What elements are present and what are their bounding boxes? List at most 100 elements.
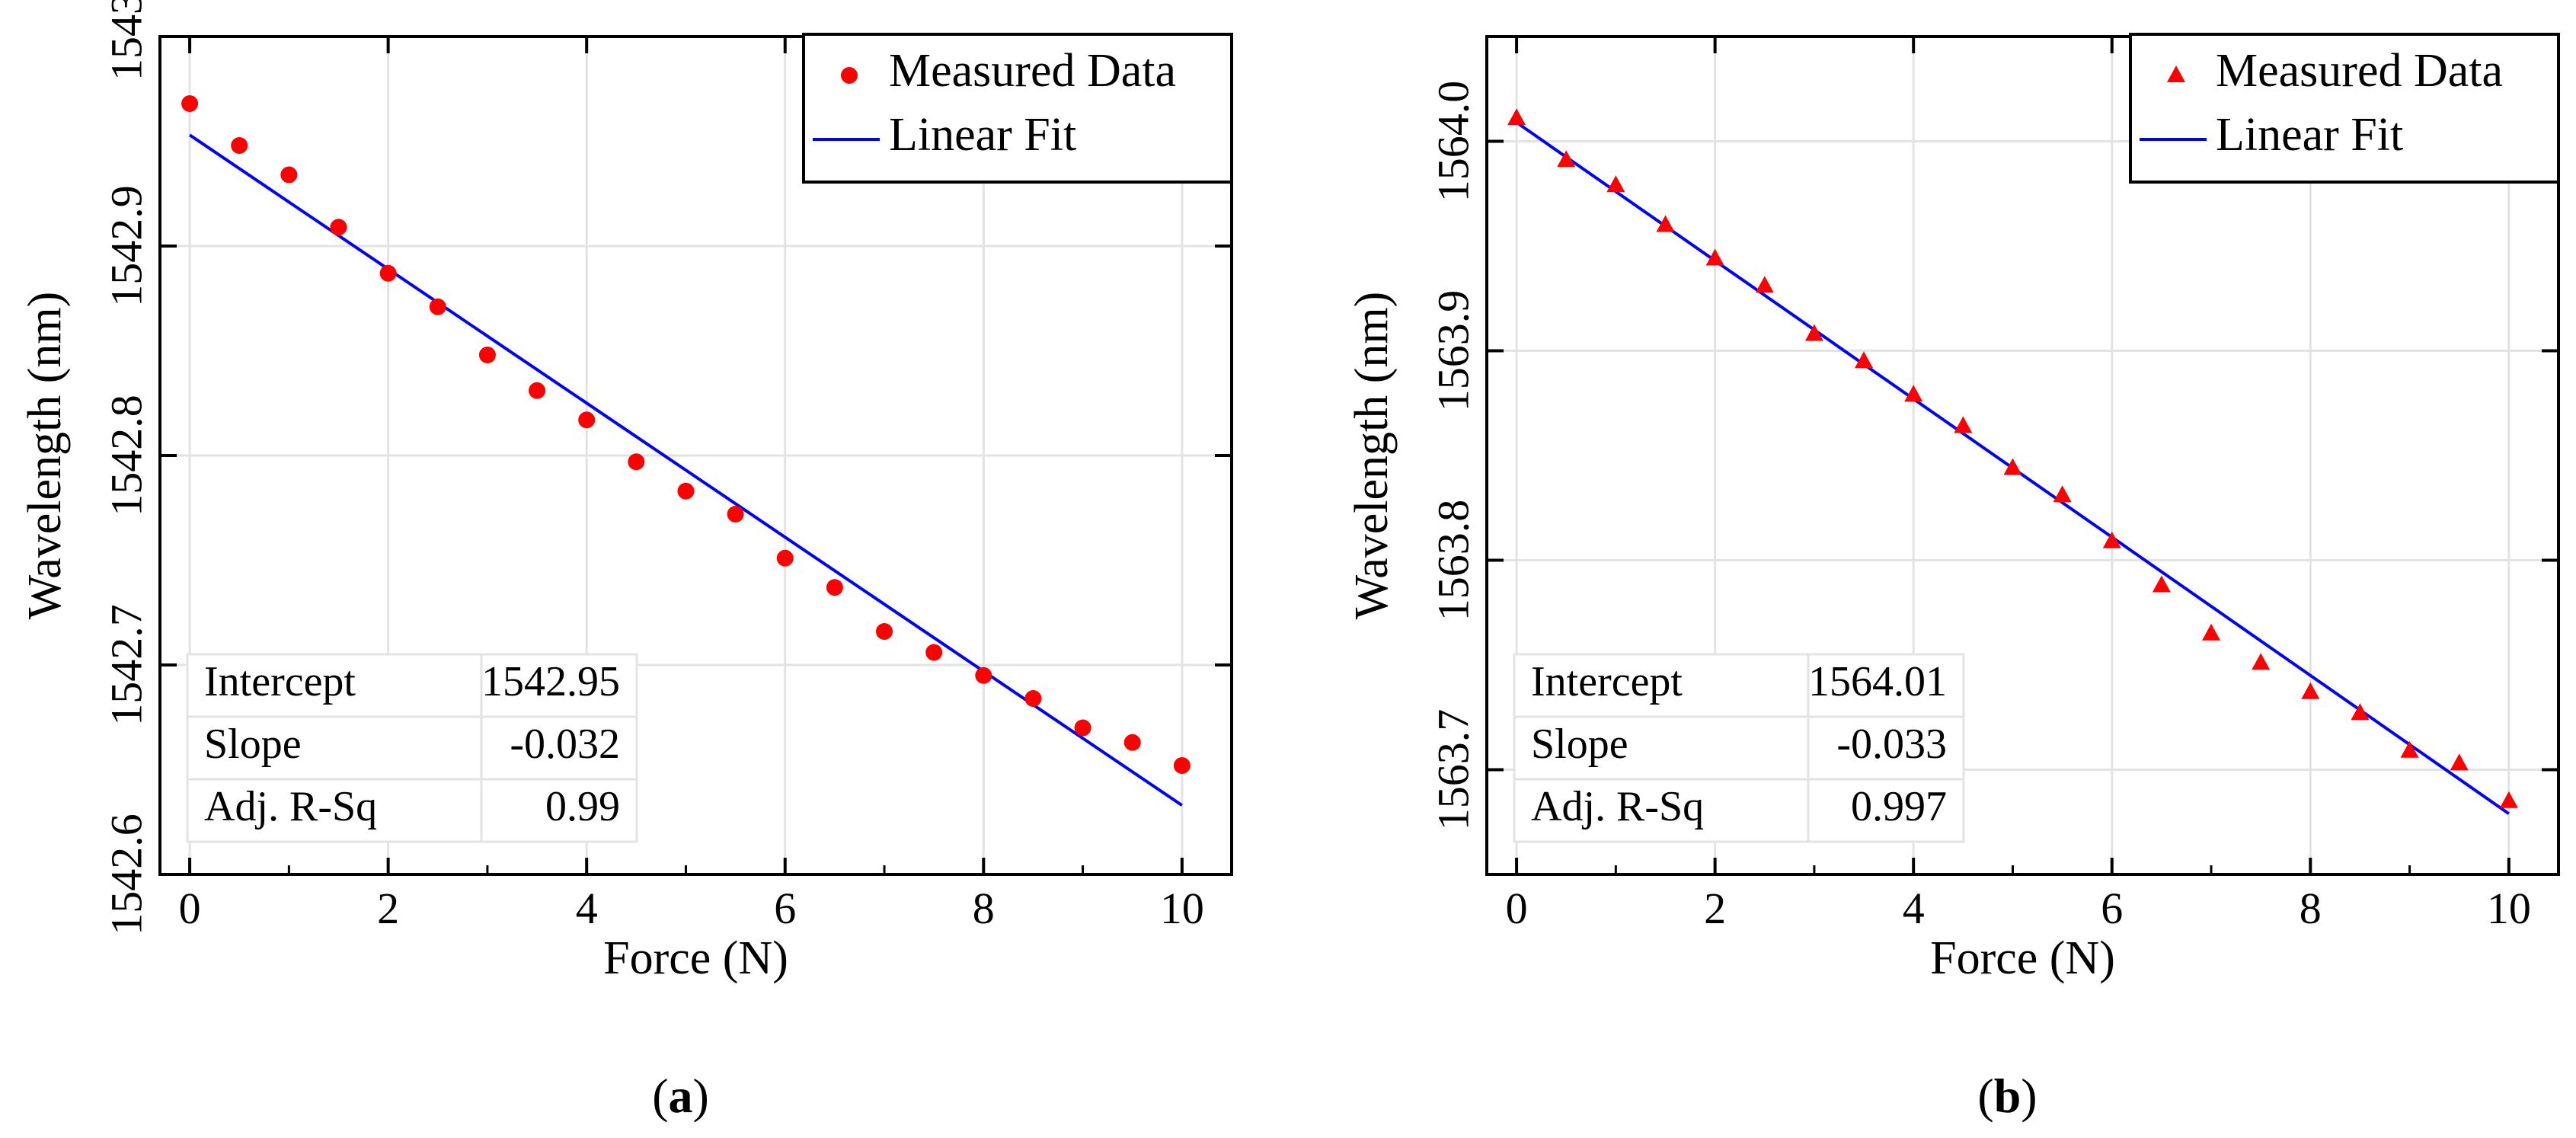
x-tick-label: 10 — [1160, 884, 1204, 933]
legend-box — [2129, 33, 2560, 184]
data-point — [379, 264, 397, 282]
x-tick-label: 2 — [1704, 884, 1726, 933]
data-point — [1954, 416, 1973, 433]
data-point — [181, 95, 199, 112]
fit-table-value: -0.032 — [510, 721, 620, 768]
data-point — [677, 482, 695, 500]
legend: Measured Data Linear Fit — [2129, 33, 2560, 184]
x-axis-title: Force (N) — [1930, 932, 2115, 984]
data-point — [2252, 653, 2271, 670]
x-tick-label: 6 — [774, 884, 796, 933]
data-point — [1074, 719, 1091, 737]
x-tick-label: 4 — [576, 884, 598, 933]
data-point — [578, 411, 596, 429]
fit-table-label: Adj. R-Sq — [1531, 783, 1704, 830]
data-point — [330, 219, 347, 236]
data-point — [1606, 175, 1625, 193]
legend-marker-measured — [841, 67, 858, 84]
x-tick-label: 8 — [2300, 884, 2322, 933]
data-point — [826, 579, 843, 596]
data-point — [2301, 682, 2320, 699]
data-point — [2003, 458, 2022, 475]
legend-label-measured: Measured Data — [2216, 45, 2503, 97]
y-tick-label: 1563.9 — [1428, 290, 1478, 412]
data-point — [231, 137, 248, 154]
y-tick-label: 1542.7 — [101, 604, 151, 726]
panel-caption: (a) — [652, 1069, 709, 1123]
y-axis-title: Wavelength (nm) — [19, 292, 71, 620]
x-tick-label: 2 — [377, 884, 399, 933]
chart-panel-b: 0 2 4 6 8 10 1563.7 1563.8 1563.9 1564.0 Force (N)… — [1346, 33, 2560, 1123]
legend-box — [802, 33, 1233, 184]
y-tick-label: 1563.8 — [1428, 500, 1478, 622]
y-tick-label: 1564.0 — [1428, 81, 1478, 203]
fit-table-label: Intercept — [204, 658, 356, 705]
data-point — [1755, 276, 1774, 293]
y-axis-title: Wavelength (nm) — [1346, 292, 1398, 620]
chart-panel-a: 0 2 4 6 8 10 1542.6 1542.7 1542.8 1542.9 1543 Force… — [19, 0, 1233, 1123]
data-point — [478, 347, 496, 363]
x-tick-label: 6 — [2101, 884, 2123, 933]
fit-table-label: Adj. R-Sq — [204, 783, 377, 830]
plot-frame — [1485, 35, 2560, 876]
data-point — [1024, 690, 1042, 707]
fit-table-value: 1564.01 — [1808, 658, 1947, 705]
data-point — [2152, 575, 2171, 593]
legend-label-fit: Linear Fit — [2216, 109, 2403, 161]
data-point — [429, 298, 446, 315]
data-point — [2202, 623, 2221, 641]
fit-table: Intercept 1542.95 Slope -0.032 Adj. R-Sq 0.99 — [186, 653, 638, 843]
legend: Measured Data Linear Fit — [802, 33, 1233, 184]
data-point — [1904, 385, 1923, 402]
data-point — [776, 549, 794, 567]
y-tick-label: 1542.6 — [101, 814, 151, 935]
x-tick-label: 0 — [179, 884, 201, 933]
y-tick-label: 1542.9 — [101, 185, 151, 307]
data-point — [2053, 485, 2072, 503]
fit-table-value: 0.997 — [1851, 783, 1947, 830]
data-point — [1123, 734, 1141, 751]
data-point — [2450, 753, 2469, 771]
data-point — [280, 166, 298, 184]
data-point — [2400, 740, 2419, 758]
data-point — [1507, 108, 1526, 126]
data-point — [1656, 215, 1675, 232]
panel-caption: (b) — [1977, 1069, 2037, 1123]
x-axis-title: Force (N) — [603, 932, 788, 984]
fit-table-value: -0.033 — [1836, 721, 1947, 768]
data-point — [1173, 757, 1191, 774]
y-tick-label: 1543 — [101, 0, 151, 81]
data-point — [1855, 351, 1874, 369]
data-point — [876, 623, 893, 640]
data-point — [2499, 791, 2518, 808]
x-tick-label: 10 — [2487, 884, 2531, 933]
fit-table-label: Intercept — [1531, 658, 1683, 705]
linear-fit-line — [188, 133, 1183, 807]
fit-table-background — [186, 653, 638, 843]
data-point — [925, 644, 943, 661]
data-point — [727, 506, 744, 523]
data-point — [1804, 324, 1823, 341]
fit-table-value: 0.99 — [545, 783, 620, 830]
panel-caption-letter: a — [669, 1069, 693, 1123]
fit-table-label: Slope — [204, 721, 302, 768]
fit-table-value: 1542.95 — [481, 658, 620, 705]
x-tick-label: 8 — [973, 884, 995, 933]
data-point — [975, 666, 992, 684]
x-tick-label: 4 — [1903, 884, 1925, 933]
legend-label-fit: Linear Fit — [889, 109, 1076, 161]
y-tick-label: 1542.8 — [101, 395, 151, 516]
data-point — [1557, 150, 1576, 168]
data-point — [628, 453, 645, 471]
x-tick-label: 0 — [1506, 884, 1528, 933]
legend-marker-measured — [2167, 66, 2185, 82]
data-point — [2351, 703, 2370, 721]
fit-table-background — [1513, 653, 1965, 843]
fit-table-label: Slope — [1531, 721, 1628, 768]
panel-caption-letter: b — [1994, 1069, 2021, 1123]
legend-label-measured: Measured Data — [889, 45, 1176, 97]
data-point — [529, 382, 546, 399]
fit-table: Intercept 1564.01 Slope -0.033 Adj. R-Sq 0.99… — [1513, 653, 1965, 843]
data-point — [1705, 248, 1724, 266]
